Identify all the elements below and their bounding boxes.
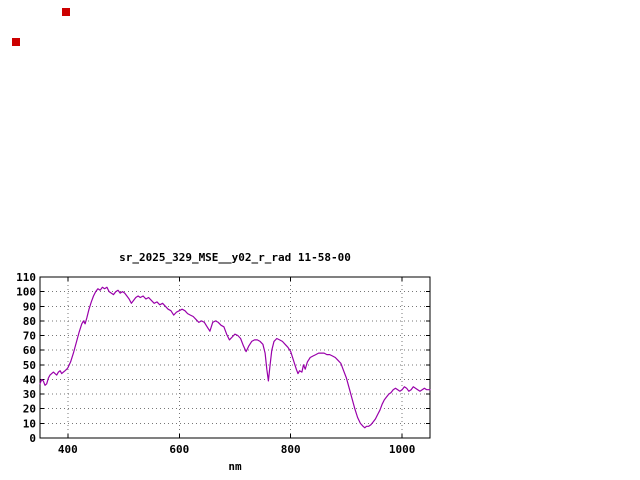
x-tick-label: 800 [281,443,301,456]
y-tick-label: 50 [23,359,36,372]
y-tick-label: 0 [29,432,36,445]
x-axis-label: nm [228,460,242,473]
red-artifact-marker-2 [12,38,20,46]
y-tick-label: 30 [23,388,36,401]
y-tick-label: 70 [23,330,36,343]
y-tick-label: 80 [23,315,36,328]
chart-title: sr_2025_329_MSE__y02_r_rad 11-58-00 [119,251,351,264]
spectrum-line [39,286,431,429]
y-tick-label: 10 [23,417,36,430]
y-tick-label: 100 [16,286,36,299]
y-tick-label: 110 [16,271,36,284]
x-tick-label: 600 [169,443,189,456]
x-tick-label: 1000 [389,443,416,456]
red-artifact-marker-1 [62,8,70,16]
y-tick-label: 60 [23,344,36,357]
y-tick-label: 40 [23,373,36,386]
plot-border [39,276,431,439]
y-tick-label: 20 [23,403,36,416]
x-tick-label: 400 [58,443,78,456]
y-tick-label: 90 [23,300,36,313]
